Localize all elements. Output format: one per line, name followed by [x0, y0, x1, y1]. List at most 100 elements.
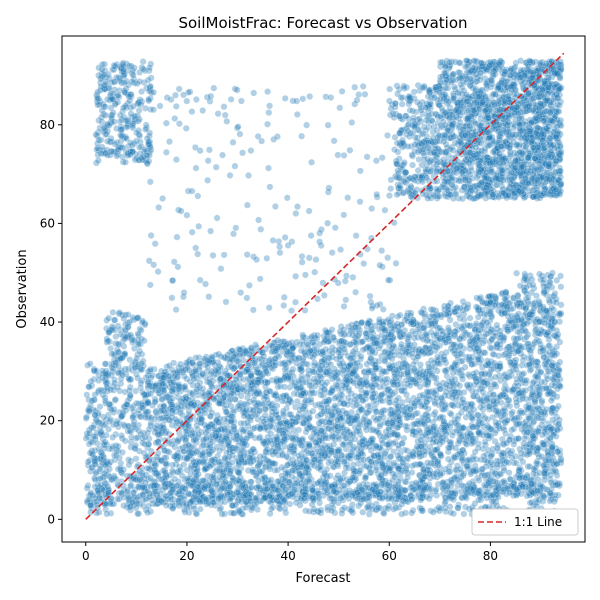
scatter-point: [483, 396, 491, 404]
scatter-point: [463, 457, 471, 465]
scatter-point: [433, 356, 441, 364]
scatter-point: [477, 397, 484, 405]
scatter-point: [227, 467, 235, 475]
scatter-point: [292, 431, 300, 439]
scatter-point: [118, 470, 126, 477]
scatter-point: [485, 359, 493, 367]
scatter-point: [204, 481, 212, 489]
scatter-point: [316, 423, 324, 431]
scatter-point: [304, 425, 312, 433]
scatter-point: [466, 381, 474, 389]
scatter-point: [457, 341, 465, 349]
scatter-point: [472, 467, 480, 475]
scatter-point: [427, 328, 435, 336]
scatter-point: [432, 486, 440, 493]
scatter-point: [362, 443, 370, 451]
scatter-point: [165, 362, 173, 370]
scatter-point: [281, 383, 288, 391]
scatter-point: [272, 448, 280, 456]
scatter-point: [523, 333, 531, 341]
scatter-point: [256, 374, 264, 382]
scatter-point: [457, 350, 464, 357]
scatter-point: [256, 407, 263, 414]
scatter-point: [228, 412, 236, 420]
scatter-point: [466, 337, 474, 345]
scatter-point: [175, 385, 183, 393]
scatter-point: [496, 331, 504, 339]
scatter-point: [376, 415, 383, 423]
scatter-point: [487, 385, 495, 393]
scatter-point: [554, 402, 562, 410]
scatter-point: [335, 348, 343, 356]
scatter-point: [318, 450, 326, 458]
scatter-point: [487, 452, 495, 460]
scatter-point: [354, 350, 362, 358]
scatter-point: [125, 374, 133, 382]
scatter-point: [447, 411, 455, 418]
scatter-point: [193, 472, 201, 480]
scatter-point: [107, 416, 115, 424]
scatter-point: [394, 423, 402, 431]
scatter-point: [267, 364, 275, 372]
scatter-point: [302, 469, 310, 476]
scatter-point: [524, 294, 532, 301]
scatter-point: [521, 274, 529, 282]
scatter-point: [115, 341, 123, 349]
scatter-point: [322, 434, 330, 442]
scatter-point: [176, 417, 184, 425]
scatter-point: [413, 443, 421, 450]
scatter-point: [359, 346, 367, 354]
scatter-point: [337, 337, 345, 345]
scatter-point: [501, 294, 509, 302]
scatter-point: [95, 409, 102, 417]
scatter-point: [246, 454, 254, 462]
scatter-point: [375, 453, 383, 461]
scatter-point: [169, 375, 177, 382]
scatter-point: [549, 269, 556, 277]
scatter-point: [437, 335, 444, 343]
scatter-point: [320, 488, 328, 495]
scatter-point: [408, 318, 416, 326]
scatter-point: [324, 365, 332, 373]
scatter-point: [385, 426, 393, 433]
scatter-point: [463, 321, 471, 329]
scatter-point: [192, 354, 200, 362]
scatter-point: [338, 391, 346, 399]
scatter-point: [209, 431, 217, 439]
scatter-point: [396, 311, 404, 319]
scatter-point: [196, 493, 204, 501]
scatter-point: [434, 456, 442, 464]
scatter-point: [108, 350, 116, 358]
scatter-point: [493, 460, 501, 468]
scatter-point: [312, 382, 320, 390]
scatter-point: [473, 294, 481, 302]
scatter-point: [476, 295, 483, 303]
scatter-point: [316, 458, 324, 466]
scatter-point: [157, 407, 165, 415]
scatter-point: [174, 403, 182, 411]
scatter-point: [445, 309, 453, 317]
scatter-point: [457, 450, 465, 458]
scatter-point: [312, 401, 320, 409]
scatter-points: [82, 57, 565, 518]
scatter-point: [505, 319, 513, 327]
scatter-point: [256, 497, 264, 505]
scatter-point: [380, 348, 388, 356]
scatter-point: [495, 302, 503, 309]
scatter-point: [474, 333, 481, 341]
scatter-point: [474, 326, 482, 334]
scatter-point: [488, 335, 496, 343]
scatter-point: [527, 423, 535, 431]
scatter-point: [375, 315, 383, 323]
scatter-point: [196, 360, 204, 367]
scatter-point: [276, 377, 284, 385]
scatter-point: [419, 401, 427, 409]
scatter-point: [529, 308, 537, 315]
scatter-point: [424, 366, 432, 374]
scatter-point: [165, 372, 173, 380]
scatter-point: [548, 351, 556, 359]
scatter-point: [137, 326, 145, 334]
scatter-point: [289, 414, 297, 422]
scatter-point: [161, 483, 169, 491]
scatter-point: [212, 467, 220, 475]
